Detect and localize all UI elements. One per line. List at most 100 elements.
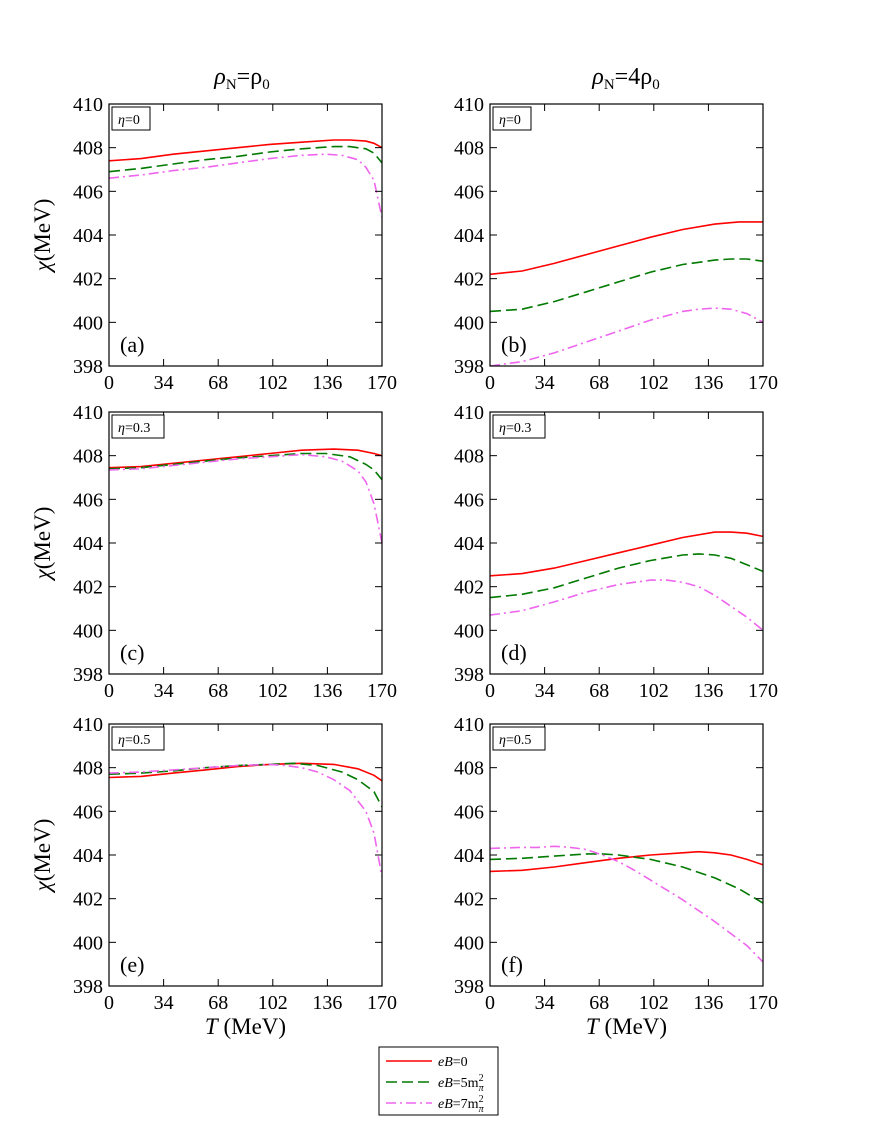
y-tick-label: 408 [73, 758, 103, 780]
series-line-eB7 [109, 453, 382, 544]
panel-tag: (f) [501, 952, 523, 977]
legend: eB=0eB=5m2 πeB=7m2 π [378, 1046, 499, 1116]
x-tick-label: 34 [154, 680, 174, 702]
legend-label-eB7: eB=7m2 π [438, 1094, 485, 1115]
legend-sub: π [479, 1083, 485, 1094]
legend-prefix: eB [438, 1055, 453, 1070]
x-tick-label: 102 [258, 992, 288, 1014]
x-tick-label: 136 [693, 372, 723, 394]
y-tick-label: 404 [454, 533, 484, 555]
y-tick-label: 408 [73, 138, 103, 160]
x-tick-label: 34 [154, 372, 174, 394]
x-tick-label: 68 [208, 992, 228, 1014]
y-tick-label: 406 [454, 181, 484, 203]
y-tick-label: 400 [454, 312, 484, 334]
legend-box [378, 1046, 499, 1116]
series-line-eB5 [109, 452, 382, 481]
y-tick-label: 410 [454, 714, 484, 736]
eta-value: =0 [125, 113, 140, 128]
series-line-eB0 [109, 139, 382, 162]
panel-b: 0 34 68 102 136 170 398 400 402 404 406 408 410 η=0 (b… [454, 94, 778, 394]
x-tick-label: 136 [693, 992, 723, 1014]
panel-tag: (e) [120, 952, 144, 977]
y-axis-title: χ(MeV) [30, 819, 55, 894]
x-tick-label: 34 [154, 992, 174, 1014]
eta-label: η=0.3 [118, 421, 150, 436]
y-tick-label: 406 [73, 181, 103, 203]
y-axis-unit: (MeV) [30, 507, 55, 570]
y-tick-label: 410 [73, 402, 103, 424]
x-tick-label: 102 [639, 992, 669, 1014]
eta-box [111, 414, 165, 439]
column-title-left: ρN=ρ0 [213, 64, 269, 93]
x-tick-label: 68 [208, 372, 228, 394]
x-tick-label: 34 [535, 992, 555, 1014]
eta-symbol: η [499, 733, 506, 748]
eta-label: η=0 [499, 113, 521, 128]
eta-label: η=0 [118, 113, 140, 128]
y-tick-label: 398 [73, 976, 103, 998]
panel-e: 0 34 68 102 136 170 398 400 402 404 406 408 410 η=0.5… [30, 714, 397, 1039]
y-tick-label: 404 [73, 225, 103, 247]
y-tick-label: 404 [73, 533, 103, 555]
y-tick-label: 398 [454, 976, 484, 998]
x-tick-label: 34 [535, 372, 555, 394]
plot-frame [108, 723, 383, 987]
x-tick-label: 102 [258, 680, 288, 702]
y-tick-label: 402 [73, 889, 103, 911]
series-line-eB0 [490, 531, 763, 577]
panel-tag: (d) [501, 640, 527, 665]
series-line-eB7 [109, 153, 382, 218]
x-tick-label: 170 [367, 992, 397, 1014]
y-axis-title: χ(MeV) [30, 199, 55, 274]
x-tick-label: 0 [485, 372, 495, 394]
series-line-eB5 [490, 553, 763, 599]
eta-value: =0.3 [125, 421, 150, 436]
eta-label: η=0.5 [499, 733, 531, 748]
legend-sub: π [479, 1104, 485, 1115]
y-tick-label: 398 [73, 356, 103, 378]
y-tick-label: 404 [454, 845, 484, 867]
legend-label-eB0: eB=0 [438, 1055, 468, 1070]
plot-frame [489, 103, 764, 367]
y-axis-symbol: χ [30, 880, 55, 893]
y-tick-label: 406 [454, 489, 484, 511]
panel-a: 0 34 68 102 136 170 398 400 402 404 406 408 410 η=0 (a… [30, 94, 397, 394]
eta-box [111, 726, 165, 751]
x-tick-label: 0 [104, 680, 114, 702]
column-title-right: ρN=4ρ0 [591, 64, 659, 93]
y-tick-label: 402 [454, 577, 484, 599]
y-axis-symbol: χ [30, 568, 55, 581]
eta-symbol: η [499, 113, 506, 128]
panel-tag: (a) [120, 332, 144, 357]
y-tick-label: 410 [454, 94, 484, 116]
x-tick-label: 136 [312, 372, 342, 394]
series-line-eB7 [490, 307, 763, 366]
x-tick-label: 136 [312, 992, 342, 1014]
legend-prefix: eB [438, 1076, 453, 1091]
series-line-eB0 [490, 221, 763, 276]
x-tick-label: 102 [639, 680, 669, 702]
x-tick-label: 0 [485, 992, 495, 1014]
column-title-left-text: ρN=ρ0 [213, 64, 269, 93]
x-tick-label: 68 [589, 372, 609, 394]
series-line-eB0 [109, 448, 382, 469]
eta-symbol: η [118, 113, 125, 128]
y-tick-label: 402 [73, 269, 103, 291]
y-tick-label: 408 [454, 758, 484, 780]
y-tick-label: 400 [73, 932, 103, 954]
series-line-eB5 [109, 762, 382, 808]
x-tick-label: 0 [104, 372, 114, 394]
y-tick-label: 398 [454, 356, 484, 378]
y-tick-label: 410 [73, 94, 103, 116]
plot-frame [489, 723, 764, 987]
x-tick-label: 34 [535, 680, 555, 702]
y-axis-unit: (MeV) [30, 199, 55, 262]
x-tick-label: 102 [258, 372, 288, 394]
y-tick-label: 398 [73, 664, 103, 686]
series-line-eB0 [490, 850, 763, 873]
x-axis-unit: (MeV) [599, 1014, 667, 1039]
y-tick-label: 410 [454, 402, 484, 424]
panel-c: 0 34 68 102 136 170 398 400 402 404 406 408 410 η=0.3… [30, 402, 397, 702]
eta-box [492, 106, 532, 131]
